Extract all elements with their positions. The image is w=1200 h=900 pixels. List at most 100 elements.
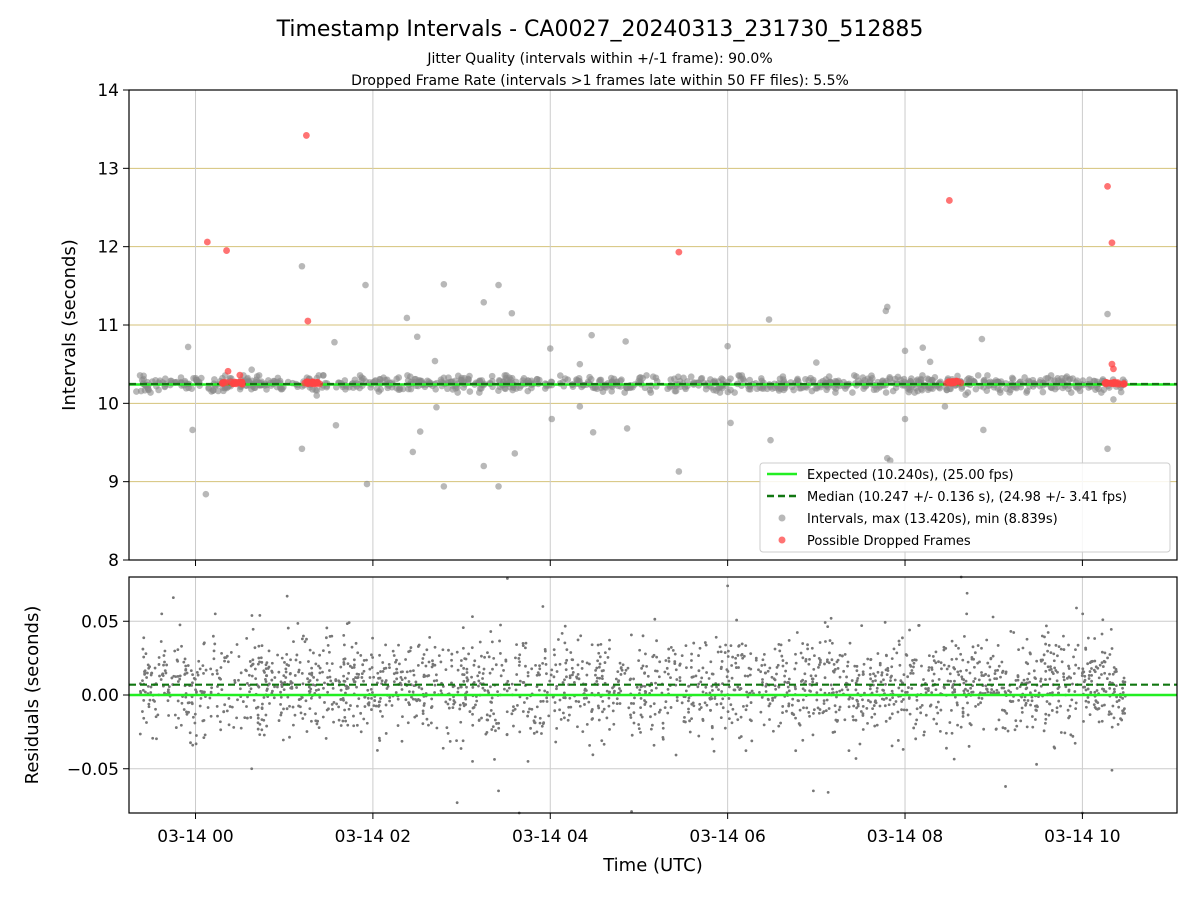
- residual-point: [759, 710, 763, 714]
- interval-outlier-point: [941, 403, 949, 410]
- residual-point: [719, 667, 723, 670]
- residual-point: [288, 704, 291, 708]
- residual-point: [347, 671, 350, 675]
- residual-point: [844, 685, 848, 689]
- residual-point: [321, 715, 325, 719]
- residual-point: [1020, 706, 1024, 710]
- residual-point: [762, 652, 766, 656]
- residual-point: [309, 696, 313, 700]
- residual-point: [552, 675, 556, 679]
- residual-point: [216, 685, 219, 688]
- residual-point: [643, 671, 646, 675]
- residual-point: [596, 643, 600, 647]
- residual-point: [563, 641, 567, 645]
- interval-outlier-point: [409, 448, 417, 456]
- residual-point: [226, 660, 230, 664]
- residual-point: [922, 733, 926, 737]
- residual-point: [515, 673, 519, 676]
- residual-point: [893, 678, 897, 682]
- residual-point: [289, 682, 293, 685]
- interval-outlier-point: [495, 281, 502, 289]
- residual-point: [401, 715, 404, 718]
- residual-point: [854, 718, 858, 722]
- interval-point: [536, 376, 543, 384]
- residual-point: [354, 641, 358, 645]
- residual-point: [581, 730, 585, 734]
- residual-point: [759, 670, 763, 674]
- residual-point: [190, 702, 194, 706]
- residual-point: [182, 660, 186, 664]
- residual-point: [372, 704, 376, 708]
- residual-point: [750, 739, 754, 743]
- interval-outlier-point: [202, 490, 210, 498]
- residual-point: [300, 637, 304, 641]
- residual-point: [832, 662, 836, 666]
- residual-point: [796, 699, 800, 702]
- interval-point: [992, 377, 1000, 384]
- residual-point: [302, 634, 305, 638]
- residual-point: [264, 677, 267, 681]
- residual-point: [326, 644, 330, 647]
- residual-point: [248, 660, 252, 663]
- residual-point: [1098, 663, 1102, 667]
- residual-point: [894, 700, 898, 703]
- residual-point: [282, 674, 286, 678]
- interval-outlier-point: [724, 342, 731, 350]
- residual-point: [361, 663, 365, 667]
- residual-point: [787, 681, 791, 685]
- residual-point: [862, 662, 866, 666]
- residual-point: [1016, 675, 1020, 679]
- residual-point: [526, 674, 530, 678]
- residual-point: [666, 672, 670, 676]
- residual-point: [339, 688, 343, 692]
- interval-outlier-point: [480, 462, 488, 470]
- residual-point: [890, 744, 894, 748]
- residual-point: [868, 673, 872, 676]
- residual-point: [285, 652, 289, 656]
- residual-point: [1003, 727, 1007, 730]
- residual-point: [518, 660, 521, 664]
- residual-point: [518, 679, 522, 683]
- residual-point: [485, 718, 489, 722]
- residual-point: [316, 719, 320, 723]
- residual-point: [698, 702, 702, 706]
- residual-point: [328, 669, 331, 672]
- residual-point: [1060, 660, 1064, 664]
- residual-point: [817, 711, 821, 715]
- residual-point: [487, 655, 491, 659]
- interval-point: [399, 385, 407, 393]
- residual-point: [628, 678, 632, 682]
- residual-point: [482, 667, 486, 671]
- residual-point: [989, 657, 993, 661]
- residual-point: [1116, 722, 1120, 726]
- residual-point: [555, 684, 559, 688]
- residuals-y-tick-label: 0.05: [81, 612, 119, 632]
- residual-point: [465, 690, 469, 694]
- residual-point: [994, 669, 997, 673]
- residual-point: [145, 676, 149, 679]
- residual-point: [1008, 699, 1012, 703]
- residual-point: [461, 739, 465, 743]
- residual-point: [1094, 665, 1098, 669]
- residual-point: [806, 647, 810, 651]
- residual-point: [1090, 667, 1093, 670]
- residual-point: [427, 660, 431, 664]
- residual-point: [872, 704, 876, 707]
- residual-point: [1049, 667, 1053, 671]
- residual-point: [409, 646, 413, 649]
- residual-point: [1039, 658, 1043, 662]
- residual-point: [241, 700, 245, 703]
- interval-outlier-point: [589, 429, 597, 436]
- residual-point: [632, 711, 636, 715]
- residual-point: [355, 672, 359, 676]
- residual-point: [167, 691, 171, 695]
- residual-point: [1043, 662, 1047, 665]
- residual-point: [262, 696, 266, 699]
- residual-point: [854, 757, 858, 760]
- residual-point: [568, 713, 571, 717]
- residual-point: [1093, 706, 1097, 709]
- residual-point: [1062, 648, 1066, 651]
- residual-point: [268, 702, 271, 705]
- residual-point: [947, 664, 951, 668]
- interval-point: [823, 386, 830, 394]
